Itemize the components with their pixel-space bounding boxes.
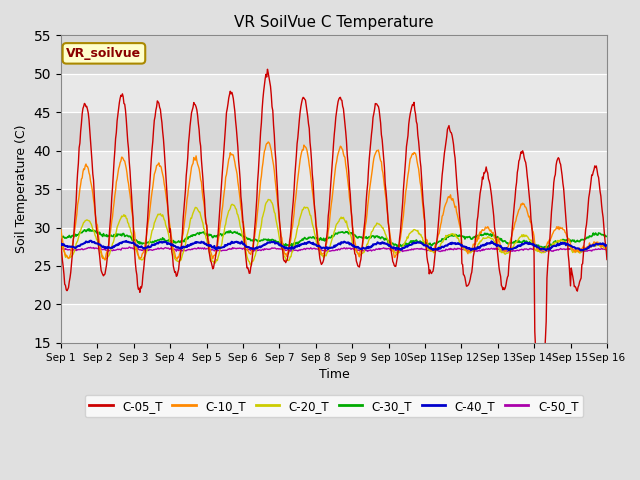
Bar xyxy=(61,304,607,343)
Y-axis label: Soil Temperature (C): Soil Temperature (C) xyxy=(15,125,28,253)
Bar xyxy=(61,266,607,304)
X-axis label: Time: Time xyxy=(319,368,349,381)
Bar xyxy=(61,228,607,266)
Title: VR SoilVue C Temperature: VR SoilVue C Temperature xyxy=(234,15,434,30)
Bar xyxy=(61,189,607,228)
Text: VR_soilvue: VR_soilvue xyxy=(67,47,141,60)
Bar xyxy=(61,151,607,189)
Bar xyxy=(61,112,607,151)
Bar xyxy=(61,74,607,112)
Bar xyxy=(61,36,607,74)
Legend: C-05_T, C-10_T, C-20_T, C-30_T, C-40_T, C-50_T: C-05_T, C-10_T, C-20_T, C-30_T, C-40_T, … xyxy=(84,395,583,417)
